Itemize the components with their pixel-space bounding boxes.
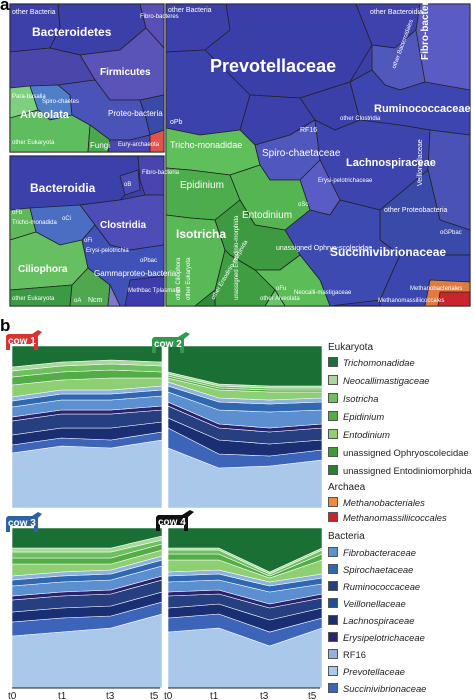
legend-label: Fibrobacteraceae bbox=[343, 546, 416, 558]
area-band bbox=[167, 345, 323, 387]
voronoi-bottom-left bbox=[9, 155, 165, 307]
legend-item-eukaryota-4: Entodinium bbox=[328, 428, 390, 440]
legend-item-archaea-0: Methanobacteriales bbox=[328, 496, 425, 508]
voronoi-top-left bbox=[9, 3, 165, 153]
cow-icon-2 bbox=[152, 332, 190, 353]
legend-item-bacteria-8: Succinivibrionaceae bbox=[328, 682, 426, 694]
legend-swatch bbox=[328, 683, 338, 693]
area-chart-cow-4 bbox=[167, 527, 323, 689]
legend-swatch bbox=[328, 429, 338, 439]
legend-item-archaea-1: Methanomassiliicoccales bbox=[328, 511, 447, 523]
legend-label: Epidinium bbox=[343, 410, 385, 422]
area-chart-cow-2 bbox=[167, 345, 323, 509]
legend-label: unassigned Ophryoscolecidae bbox=[343, 446, 469, 458]
legend-swatch bbox=[328, 649, 338, 659]
cow-label-2: cow 2 bbox=[154, 339, 182, 350]
legend-item-eukaryota-6: unassigned Entodiniomorphida bbox=[328, 464, 472, 476]
legend-swatch bbox=[328, 393, 338, 403]
cow-label-1: cow 1 bbox=[8, 336, 36, 347]
voronoi-right bbox=[165, 3, 471, 307]
legend-item-bacteria-1: Spirochaetaceae bbox=[328, 563, 413, 575]
legend-item-bacteria-4: Lachnospiraceae bbox=[328, 614, 414, 626]
legend-item-bacteria-6: RF16 bbox=[328, 648, 366, 660]
legend-item-eukaryota-1: Neocallimastigaceae bbox=[328, 374, 430, 386]
legend-item-bacteria-7: Prevotellaceae bbox=[328, 665, 405, 677]
legend-item-eukaryota-0: Trichomonadidae bbox=[328, 356, 415, 368]
legend-swatch bbox=[328, 598, 338, 608]
legend-swatch bbox=[328, 615, 338, 625]
legend-label: Trichomonadidae bbox=[343, 356, 415, 368]
cow-label-3: cow 3 bbox=[8, 518, 36, 529]
legend-label: Prevotellaceae bbox=[343, 665, 406, 677]
legend-swatch bbox=[328, 357, 338, 367]
legend-label: Isotricha bbox=[343, 392, 379, 404]
legend-swatch bbox=[328, 411, 338, 421]
legend-eukaryota-title: Eukaryota bbox=[328, 342, 374, 353]
legend-swatch bbox=[328, 375, 338, 385]
legend-swatch bbox=[328, 512, 338, 522]
panel-letter-a: a bbox=[0, 0, 10, 14]
legend-label: Neocallimastigaceae bbox=[343, 374, 430, 386]
legend-label: Ruminococcaceae bbox=[343, 580, 421, 592]
legend-label: Lachnospiraceae bbox=[343, 614, 415, 626]
legend-label: RF16 bbox=[343, 648, 366, 660]
legend-swatch bbox=[328, 465, 338, 475]
legend-label: Veillonellaceae bbox=[343, 597, 406, 609]
cow-icon-3 bbox=[6, 512, 42, 532]
legend-swatch bbox=[328, 547, 338, 557]
panel-letter-b: b bbox=[0, 316, 11, 335]
legend-swatch bbox=[328, 497, 338, 507]
legend-label: Methanobacteriales bbox=[343, 496, 425, 508]
legend-swatch bbox=[328, 581, 338, 591]
legend-label: Succinivibrionaceae bbox=[343, 682, 427, 694]
area-band bbox=[11, 345, 163, 368]
cow-icon-4 bbox=[156, 510, 194, 531]
legend-swatch bbox=[328, 447, 338, 457]
area-chart-cow-1 bbox=[11, 345, 163, 509]
area-band bbox=[167, 527, 323, 573]
legend-label: Methanomassiliicoccales bbox=[343, 511, 447, 523]
cow-label-4: cow 4 bbox=[158, 517, 186, 528]
legend-item-bacteria-0: Fibrobacteraceae bbox=[328, 546, 416, 558]
legend-swatch bbox=[328, 666, 338, 676]
legend-label: Entodinium bbox=[343, 428, 390, 440]
cow-icon-1 bbox=[6, 330, 42, 350]
legend-swatch bbox=[328, 564, 338, 574]
legend-bacteria-title: Bacteria bbox=[328, 531, 365, 542]
legend-label: Erysipelotrichaceae bbox=[343, 631, 425, 643]
legend-item-eukaryota-5: unassigned Ophryoscolecidae bbox=[328, 446, 469, 458]
area-band bbox=[11, 527, 163, 549]
area-band bbox=[11, 439, 163, 509]
legend-label: unassigned Entodiniomorphida bbox=[343, 464, 472, 476]
legend-swatch bbox=[328, 632, 338, 642]
legend-item-eukaryota-3: Epidinium bbox=[328, 410, 384, 422]
legend-item-bacteria-5: Erysipelotrichaceae bbox=[328, 631, 425, 643]
legend-item-bacteria-3: Veillonellaceae bbox=[328, 597, 406, 609]
legend-item-bacteria-2: Ruminococcaceae bbox=[328, 580, 420, 592]
legend-item-eukaryota-2: Isotricha bbox=[328, 392, 378, 404]
legend-label: Spirochaetaceae bbox=[343, 563, 414, 575]
area-chart-cow-3 bbox=[11, 527, 163, 689]
legend-archaea-title: Archaea bbox=[328, 482, 366, 493]
